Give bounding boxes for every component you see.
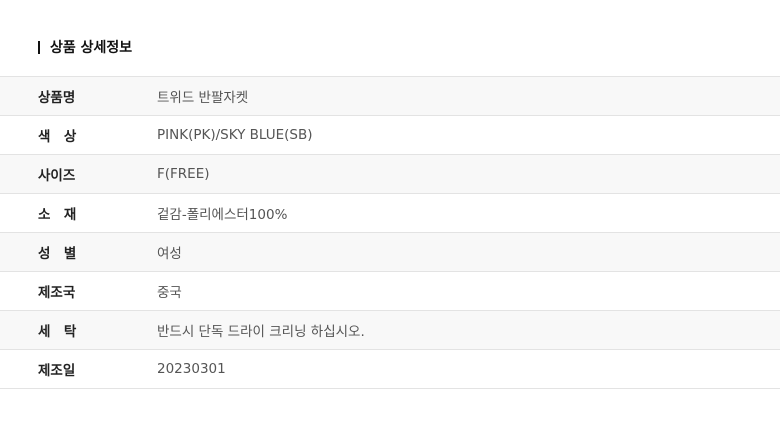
row-value: F(FREE) [157,166,210,182]
table-row: 상품명 트위드 반팔자켓 [0,76,780,116]
product-detail-table: 상품명 트위드 반팔자켓 색 상 PINK(PK)/SKY BLUE(SB) 사이즈… [0,76,780,389]
row-value: 트위드 반팔자켓 [157,90,249,106]
section-title-text: 상품 상세정보 [50,40,133,56]
table-row: 색 상 PINK(PK)/SKY BLUE(SB) [0,115,780,155]
row-value: 겉감-폴리에스터100% [157,207,288,223]
table-row: 소 재 겉감-폴리에스터100% [0,193,780,233]
row-label: 사이즈 [38,168,76,184]
title-bar-marker [38,40,40,54]
row-value: 반드시 단독 드라이 크리닝 하십시오. [157,324,365,340]
row-label: 소 재 [38,207,77,223]
row-label: 상품명 [38,90,76,106]
row-label: 제조국 [38,285,76,301]
table-row: 세 탁 반드시 단독 드라이 크리닝 하십시오. [0,310,780,350]
row-value: 20230301 [157,361,226,377]
table-row: 성 별 여성 [0,232,780,272]
row-value: PINK(PK)/SKY BLUE(SB) [157,127,313,143]
row-value: 여성 [157,246,182,262]
row-label: 색 상 [38,129,77,145]
section-title: 상품 상세정보 [38,37,132,57]
table-row: 제조일 20230301 [0,349,780,389]
table-row: 제조국 중국 [0,271,780,311]
row-label: 제조일 [38,363,76,379]
table-row: 사이즈 F(FREE) [0,154,780,194]
row-value: 중국 [157,285,182,301]
row-label: 성 별 [38,246,77,262]
row-label: 세 탁 [38,324,77,340]
